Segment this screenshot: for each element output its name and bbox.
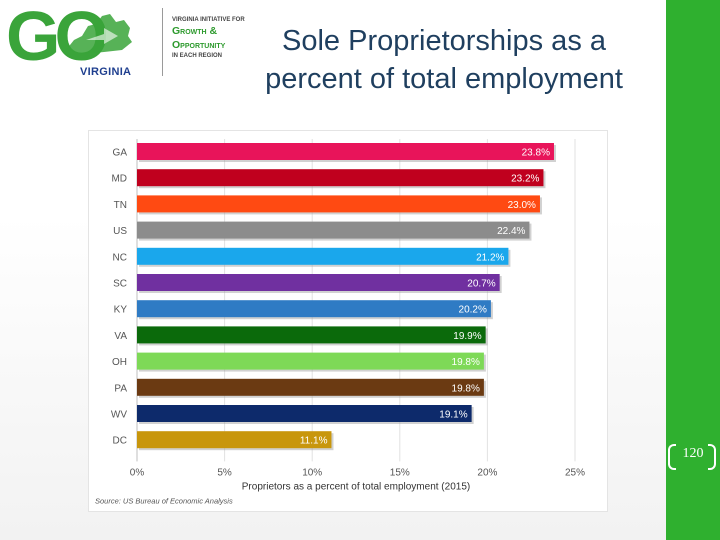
page-number: 120 (682, 446, 704, 461)
bar-chart: 23.8% GA 23.2% MD 23.0% TN 22.4% US 21.2% NC 20.7%… (95, 139, 585, 505)
data-label-ga: 23.8% (522, 148, 550, 159)
slide-title: Sole Proprietorships as a percent of tot… (248, 22, 640, 98)
data-label-va: 19.9% (453, 331, 481, 342)
category-label-va: VA (114, 331, 127, 342)
data-label-oh: 19.8% (452, 357, 480, 368)
x-tick-label-1: 5% (217, 467, 232, 478)
x-tick-label-4: 20% (477, 467, 497, 478)
bar-ga (137, 143, 554, 160)
slide-title-line2: percent of total employment (265, 63, 623, 95)
data-label-sc: 20.7% (467, 279, 495, 290)
logo-line1: VIRGINIA INITIATIVE FOR (172, 17, 245, 23)
bar-wv (137, 405, 472, 422)
category-label-md: MD (111, 174, 127, 185)
data-label-wv: 19.1% (439, 410, 467, 421)
slide-title-line1: Sole Proprietorships as a (282, 25, 606, 57)
data-label-pa: 19.8% (452, 383, 480, 394)
x-axis-title: Proprietors as a percent of total employ… (242, 481, 470, 492)
category-label-dc: DC (113, 436, 127, 447)
chart-panel: 23.8% GA 23.2% MD 23.0% TN 22.4% US 21.2% NC 20.7%… (88, 130, 608, 512)
bar-md (137, 169, 544, 187)
bar-nc (137, 247, 509, 265)
x-tick-label-2: 10% (302, 467, 322, 478)
virginia-state-icon (66, 14, 132, 54)
bar-pa (137, 378, 484, 396)
category-label-wv: WV (111, 410, 127, 421)
logo-divider (162, 8, 163, 76)
source-note: Source: US Bureau of Economic Analysis (95, 496, 233, 505)
category-label-oh: OH (112, 357, 127, 368)
category-label-ga: GA (113, 148, 128, 159)
logo-line4: IN EACH REGION (172, 53, 223, 59)
logo-tagline: VIRGINIA INITIATIVE FOR Growth & Opportu… (172, 16, 245, 60)
go-virginia-logo: GO VIRGINIA VIRGINIA INITIATIVE FOR Grow… (2, 0, 258, 82)
category-label-sc: SC (113, 279, 127, 290)
logo-line2: Growth & (172, 25, 218, 37)
bar-tn (137, 195, 540, 213)
data-label-ky: 20.2% (459, 305, 487, 316)
accent-sidebar (666, 0, 720, 540)
data-label-md: 23.2% (511, 174, 539, 185)
category-label-us: US (113, 226, 127, 237)
bar-oh (137, 352, 484, 370)
category-label-nc: NC (113, 252, 127, 263)
data-label-us: 22.4% (497, 226, 525, 237)
x-tick-label-0: 0% (130, 467, 145, 478)
category-label-tn: TN (114, 200, 127, 211)
bar-dc (137, 431, 332, 449)
bar-ky (137, 300, 491, 318)
bar-va (137, 326, 486, 344)
data-label-nc: 21.2% (476, 252, 504, 263)
data-label-tn: 23.0% (508, 200, 536, 211)
x-tick-label-3: 15% (390, 467, 410, 478)
logo-virginia-text: VIRGINIA (80, 66, 132, 78)
page-bracket-left (668, 444, 676, 470)
bar-us (137, 221, 530, 239)
data-label-dc: 11.1% (300, 436, 328, 447)
page-bracket-right (708, 444, 716, 470)
category-label-ky: KY (114, 305, 128, 316)
x-tick-label-5: 25% (565, 467, 585, 478)
bar-sc (137, 274, 500, 291)
logo-line3: Opportunity (172, 39, 226, 51)
category-label-pa: PA (114, 383, 127, 394)
